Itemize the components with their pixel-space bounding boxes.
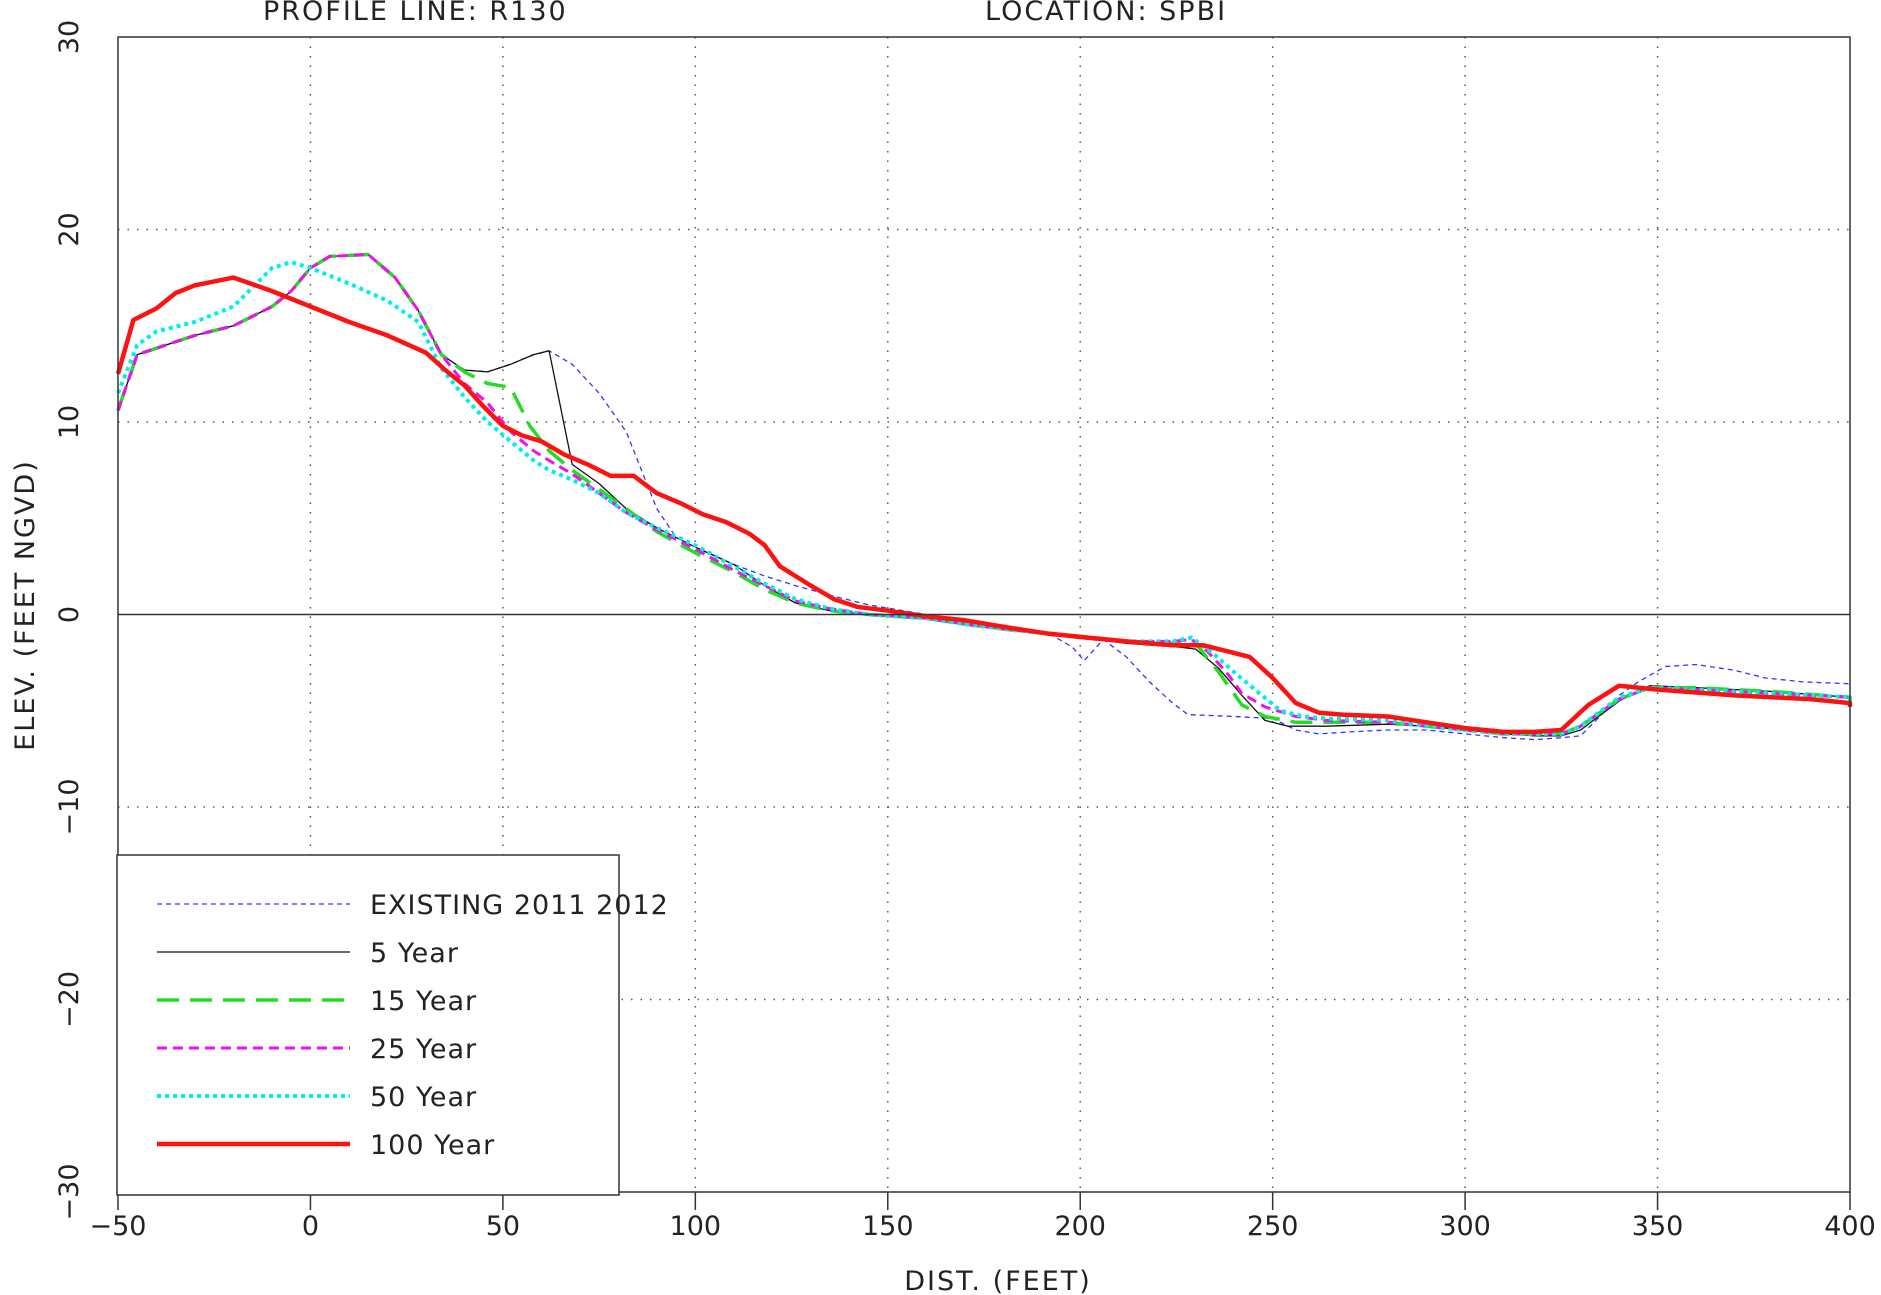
y-tick-label: −20 (54, 971, 85, 1028)
x-tick-label: 0 (302, 1211, 319, 1242)
axis-ticks: −50 0 50 100 150 200 250 300 350 400 −30 −20 −10 0 10 2… (54, 20, 1876, 1242)
legend-box (116, 854, 620, 1196)
series-line-1 (117, 253, 1851, 737)
x-tick-label: 50 (486, 1211, 520, 1242)
grid-lines (118, 37, 1850, 1192)
x-tick-label: −50 (90, 1211, 147, 1242)
y-tick-label: 0 (54, 606, 85, 623)
series-line-3 (116, 253, 1852, 736)
legend-label-3: 25 Year (370, 1034, 477, 1065)
x-tick-label: 250 (1247, 1211, 1299, 1242)
y-axis-title: ELEV. (FEET NGVD) (10, 459, 41, 751)
x-tick-label: 200 (1054, 1211, 1106, 1242)
x-tick-label: 350 (1632, 1211, 1684, 1242)
legend-label-0: EXISTING 2011 2012 (370, 890, 669, 921)
x-tick-label: 100 (670, 1211, 722, 1242)
series-line-0 (117, 253, 1851, 741)
y-tick-label: 30 (54, 20, 85, 54)
x-axis-title: DIST. (FEET) (904, 1266, 1092, 1295)
profile-line-label: PROFILE LINE: R130 (263, 0, 568, 27)
legend: EXISTING 2011 2012 5 Year 15 Year 25 Year 50… (116, 854, 669, 1196)
x-tick-label: 300 (1439, 1211, 1491, 1242)
legend-label-2: 15 Year (370, 986, 477, 1017)
y-tick-label: −30 (54, 1164, 85, 1221)
series-line-5 (115, 275, 1853, 735)
series-line-2 (116, 252, 1852, 736)
location-label: LOCATION: SPBI (985, 0, 1227, 27)
y-tick-label: 20 (54, 212, 85, 246)
data-series (115, 252, 1853, 741)
x-tick-label: 400 (1824, 1211, 1876, 1242)
legend-label-5: 100 Year (370, 1130, 495, 1161)
legend-label-4: 50 Year (370, 1082, 477, 1113)
x-tick-label: 150 (862, 1211, 914, 1242)
chart-header: PROFILE LINE: R130 LOCATION: SPBI (263, 0, 1227, 27)
y-tick-label: −10 (54, 779, 85, 836)
legend-label-1: 5 Year (370, 938, 459, 969)
y-tick-label: 10 (54, 405, 85, 439)
